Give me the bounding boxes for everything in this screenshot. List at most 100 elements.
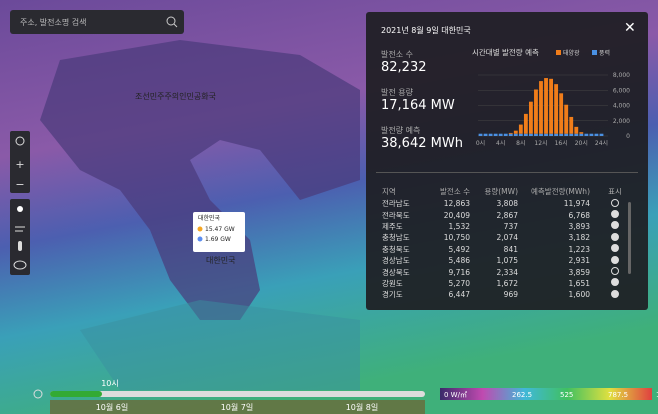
solar-layer-button[interactable] [17, 206, 23, 212]
land[interactable] [40, 40, 360, 320]
scrollbar[interactable] [628, 202, 631, 274]
timeline-track[interactable] [50, 391, 425, 397]
table-row: 제주도 1,532 737 3,893 [382, 221, 640, 232]
bar-segment [503, 133, 508, 136]
visibility-toggle[interactable] [611, 232, 619, 241]
tooltip-items: 15.47 GW 1.69 GW [197, 226, 235, 243]
bar-segment [559, 93, 564, 134]
table-cell: 2,867 [496, 210, 518, 220]
bar-segment [569, 116, 574, 134]
stat-label: 발전 용량 [381, 88, 413, 97]
visibility-toggle[interactable] [611, 255, 619, 264]
table-cell: 2,334 [496, 267, 518, 277]
bar-segment [594, 133, 599, 136]
bar-segment [508, 132, 513, 134]
toggle-cell [590, 244, 640, 255]
table-cell: 전라남도 [382, 199, 410, 209]
panel-title: 2021년 8월 9일 대한민국 [381, 26, 471, 35]
toggle-cell [590, 209, 640, 220]
bar-segment [579, 132, 584, 134]
table-cell: 5,492 [448, 244, 470, 254]
search-icon[interactable] [166, 16, 176, 26]
table-header: 발전소 수 [440, 186, 470, 196]
locate-button[interactable] [15, 136, 25, 146]
bar-segment [508, 133, 513, 136]
table-cell: 12,863 [443, 199, 470, 209]
table-cell: 3,893 [568, 221, 590, 231]
color-scale-labels: 0 W/㎡ 262.5 525 787.5 1050 [444, 391, 658, 399]
bar-segment [513, 133, 518, 136]
table-cell: 강원도 [382, 278, 403, 288]
visibility-toggle[interactable] [611, 198, 619, 207]
tooltip-dot [197, 226, 203, 232]
zoom-controls [10, 131, 30, 193]
table-cell: 1,651 [568, 278, 590, 288]
layer-controls [10, 199, 30, 275]
bar-segment [544, 78, 548, 134]
visibility-toggle[interactable] [611, 221, 619, 230]
legend-label: 풍력 [599, 49, 610, 57]
table-cell: 경상남도 [382, 256, 410, 266]
bar-segment [529, 101, 533, 134]
table-cell: 경상북도 [382, 267, 410, 277]
table-cell: 충청남도 [382, 233, 410, 243]
divider [376, 172, 638, 173]
x-tick-label: 12시 [534, 140, 547, 147]
tooltip-title: 대한민국 [198, 214, 221, 222]
map-label: 조선민주주의인민공화국 [135, 91, 216, 101]
bar-segment [584, 133, 589, 136]
chart: 시간대별 발전량 예측 태양광 풍력 0 2,000 4,000 6,000 8,000 0시 4… [472, 47, 630, 147]
timeline-date: 10월 7일 [221, 402, 254, 412]
table-cell: 737 [503, 221, 518, 231]
table-header: 예측발전량(MWh) [531, 186, 590, 196]
toggle-cell [590, 278, 640, 289]
visibility-toggle[interactable] [611, 267, 619, 276]
play-button[interactable] [33, 389, 43, 399]
bar-segment [483, 133, 488, 136]
cloud-layer-button[interactable] [13, 260, 27, 270]
visibility-toggle[interactable] [611, 278, 619, 287]
zoom-out[interactable]: − [15, 178, 24, 191]
color-scale-label: 262.5 [512, 391, 532, 399]
x-tick-label: 20시 [575, 140, 588, 147]
color-scale [440, 388, 652, 400]
info-panel: 2021년 8월 9일 대한민국 ✕ 발전소 수 82,232 발전 용량 17,16… [366, 12, 648, 310]
x-tick-label: 4시 [496, 140, 505, 147]
tooltip-value: 15.47 GW [205, 226, 235, 233]
timeline-date: 10월 8일 [346, 402, 379, 412]
y-tick-label: 0 [626, 133, 630, 140]
legend-label: 태양광 [563, 49, 580, 57]
x-tick-label: 8시 [516, 140, 525, 147]
table-cell: 969 [503, 290, 518, 300]
table-cell: 20,409 [443, 210, 470, 220]
search-box[interactable] [10, 10, 184, 34]
temp-layer-button[interactable] [18, 241, 22, 251]
zoom-in[interactable]: + [15, 158, 24, 171]
close-button[interactable]: ✕ [624, 20, 636, 36]
bar-segment [539, 133, 543, 136]
stat-value: 38,642 MWh [381, 136, 463, 151]
visibility-toggle[interactable] [611, 210, 619, 219]
bar-segment [534, 133, 538, 136]
timeline-progress [50, 391, 102, 397]
table-cell: 1,532 [448, 221, 470, 231]
region-table: 지역 발전소 수 용량(MW) 예측발전량(MWh) 표시 전라남도 12,863 3,808… [382, 184, 640, 301]
visibility-toggle[interactable] [611, 244, 619, 253]
table-header: 지역 [382, 186, 396, 196]
toggle-cell [590, 266, 640, 277]
search-icon [173, 23, 178, 28]
table-cell: 3,808 [496, 199, 518, 209]
table-row: 경상남도 5,486 1,075 2,931 [382, 255, 640, 266]
bar-segment [559, 133, 564, 136]
bar-segment [569, 133, 574, 136]
bar-segment [549, 78, 553, 134]
table-row: 충청남도 10,750 2,074 3,182 [382, 232, 640, 243]
table-cell: 11,974 [563, 199, 590, 209]
visibility-toggle[interactable] [611, 289, 619, 298]
stat-value: 17,164 MW [381, 98, 455, 113]
x-tick-label: 0시 [476, 140, 485, 147]
bar-segment [513, 130, 518, 134]
wind-layer-button[interactable] [15, 226, 25, 232]
bar-segment [523, 113, 528, 134]
